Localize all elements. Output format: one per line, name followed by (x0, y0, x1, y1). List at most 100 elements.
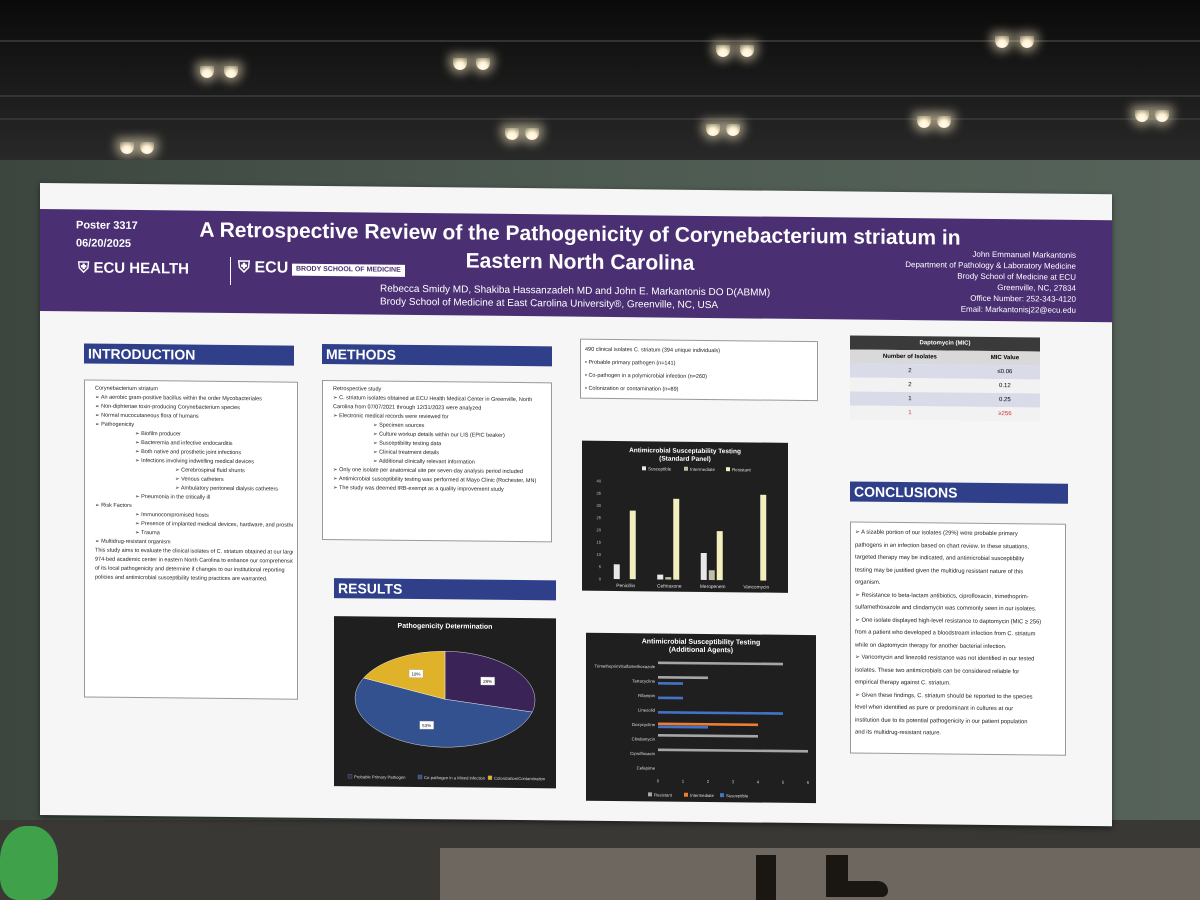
y-tick-label: 35 (597, 491, 602, 496)
bar (658, 661, 783, 666)
x-tick-label: 1 (682, 779, 685, 784)
legend-swatch (684, 466, 688, 471)
table-cell: ≥256 (998, 411, 1012, 418)
brody-logo: BRODY SCHOOL OF MEDICINE (292, 263, 405, 277)
bar (658, 748, 808, 753)
ceiling-light (995, 36, 1009, 48)
y-tick-label: Clindamycin (632, 736, 656, 741)
legend-swatch (720, 793, 724, 798)
ceiling-light (716, 45, 730, 57)
legend-label: Resistant (654, 792, 673, 797)
legend-swatch (648, 792, 652, 797)
concrete-floor (440, 848, 1200, 900)
bar (658, 733, 758, 738)
y-tick-label: Rifampin (638, 693, 656, 698)
bar (658, 675, 708, 680)
bar (760, 494, 767, 581)
legend-swatch (487, 775, 493, 780)
legend-label: Susceptible (726, 793, 749, 798)
introduction-box: Corynebacterium striatum ➢ An aerobic gra… (84, 379, 298, 700)
ceiling-light (453, 58, 467, 70)
ceiling-light (200, 66, 214, 78)
poster-banner: Poster 3317 06/20/2025 A Retrospective R… (40, 209, 1112, 323)
bar (629, 510, 636, 580)
y-tick-label: 5 (599, 564, 602, 569)
legend-swatch (642, 466, 646, 471)
pathogenicity-pie-svg: Pathogenicity Determination 29% 53% 18% Prob… (347, 623, 546, 782)
introduction-line: policies and antimicrobial susceptibilit… (95, 574, 268, 583)
conclusions-heading: CONCLUSIONS (850, 481, 1068, 504)
research-poster: Poster 3317 06/20/2025 A Retrospective R… (40, 183, 1112, 827)
chart-title: Antimicrobial Susceptability Testing (629, 447, 741, 455)
y-tick-label: Linezolid (638, 708, 656, 713)
bar (658, 710, 783, 715)
y-tick-label: Ciprofloxacin (630, 751, 655, 756)
legend-label: Intermediate (690, 467, 716, 472)
ceiling-light (140, 142, 154, 154)
bar (716, 531, 723, 581)
introduction-heading: INTRODUCTION (84, 343, 294, 366)
legend-label: Intermediate (690, 793, 714, 798)
ceiling-light (224, 66, 238, 78)
table-cell: 0.12 (999, 383, 1011, 390)
logo-divider (230, 256, 231, 286)
table-header: Number of Isolates (882, 353, 937, 361)
y-tick-label: Doxycycline (632, 722, 656, 727)
shield-icon: ⛨ (78, 259, 90, 277)
y-tick-label: 15 (597, 540, 602, 545)
x-tick-label: Ceftriaxone (657, 583, 682, 589)
table-row: 1 ≥256 (850, 405, 1040, 422)
chart-title: Antimicrobial Susceptibility Testing (642, 638, 760, 646)
ceiling-light (706, 124, 720, 136)
pie-value-label: 53% (422, 723, 431, 728)
y-tick-label: 20 (597, 527, 602, 532)
additional-agents-chart: Antimicrobial Susceptibility Testing (Add… (586, 632, 816, 804)
ceiling-light (726, 124, 740, 136)
convention-ceiling (0, 0, 1200, 170)
table-cell: 0.25 (999, 397, 1011, 404)
ecu-logo: ⛨ ECU (238, 259, 289, 277)
legend-swatch (417, 774, 423, 780)
conclusions-box: ➢ A sizable portion of our isolates (29%… (850, 521, 1066, 756)
standard-panel-svg: Antimicrobial Susceptability Testing(Sta… (597, 447, 770, 590)
bar (708, 570, 715, 581)
ceiling-light (505, 128, 519, 140)
person-legs (748, 855, 893, 900)
bar (700, 552, 707, 580)
shield-icon: ⛨ (238, 259, 251, 277)
ceiling-light (1135, 110, 1149, 122)
ceiling-light (476, 58, 490, 70)
ceiling-light (120, 142, 134, 154)
legend-label: Probable Primary Pathogen (354, 774, 406, 780)
contact-line: Department of Pathology & Laboratory Med… (905, 260, 1076, 271)
x-tick-label: 0 (657, 778, 660, 783)
table-header: MIC Value (990, 354, 1020, 362)
y-tick-label: Tetracycline (632, 678, 655, 683)
ecu-health-logo: ⛨ ECU HEALTH (78, 259, 189, 278)
ceiling-light (1155, 110, 1169, 122)
bar (665, 577, 672, 580)
legend-swatch (726, 467, 730, 472)
pie-label-box (419, 720, 434, 730)
methods-heading: METHODS (322, 343, 552, 367)
methods-box: Retrospective study ➢ C. striatum isolate… (322, 379, 552, 543)
x-tick-label: Vancomycin (743, 584, 769, 590)
conclusions-line: testing may be justified given the multi… (855, 567, 1024, 575)
pie-label-box (408, 669, 424, 678)
contact-line: Email: Markantonisj22@ecu.edu (960, 304, 1076, 315)
conclusions-line: and its multidrug-resistant nature. (855, 729, 942, 737)
x-tick-label: Meropenem (700, 584, 726, 590)
poster-date: 06/20/2025 (76, 237, 132, 250)
bar (613, 564, 620, 580)
table-cell: 1 (908, 410, 912, 417)
green-plush-toy (0, 826, 58, 900)
daptomycin-table: Daptomycin (MIC) Number of Isolates MIC Va… (850, 335, 1040, 422)
bar (673, 498, 680, 580)
legend-label: Resistant (732, 467, 752, 472)
ceiling-light (740, 45, 754, 57)
ceiling-light (937, 116, 951, 128)
legend-label: Colonization/Contamination (494, 776, 546, 782)
pie-slice (354, 677, 533, 748)
x-tick-label: Penicillin (616, 583, 635, 589)
pie-label-box (480, 676, 495, 686)
